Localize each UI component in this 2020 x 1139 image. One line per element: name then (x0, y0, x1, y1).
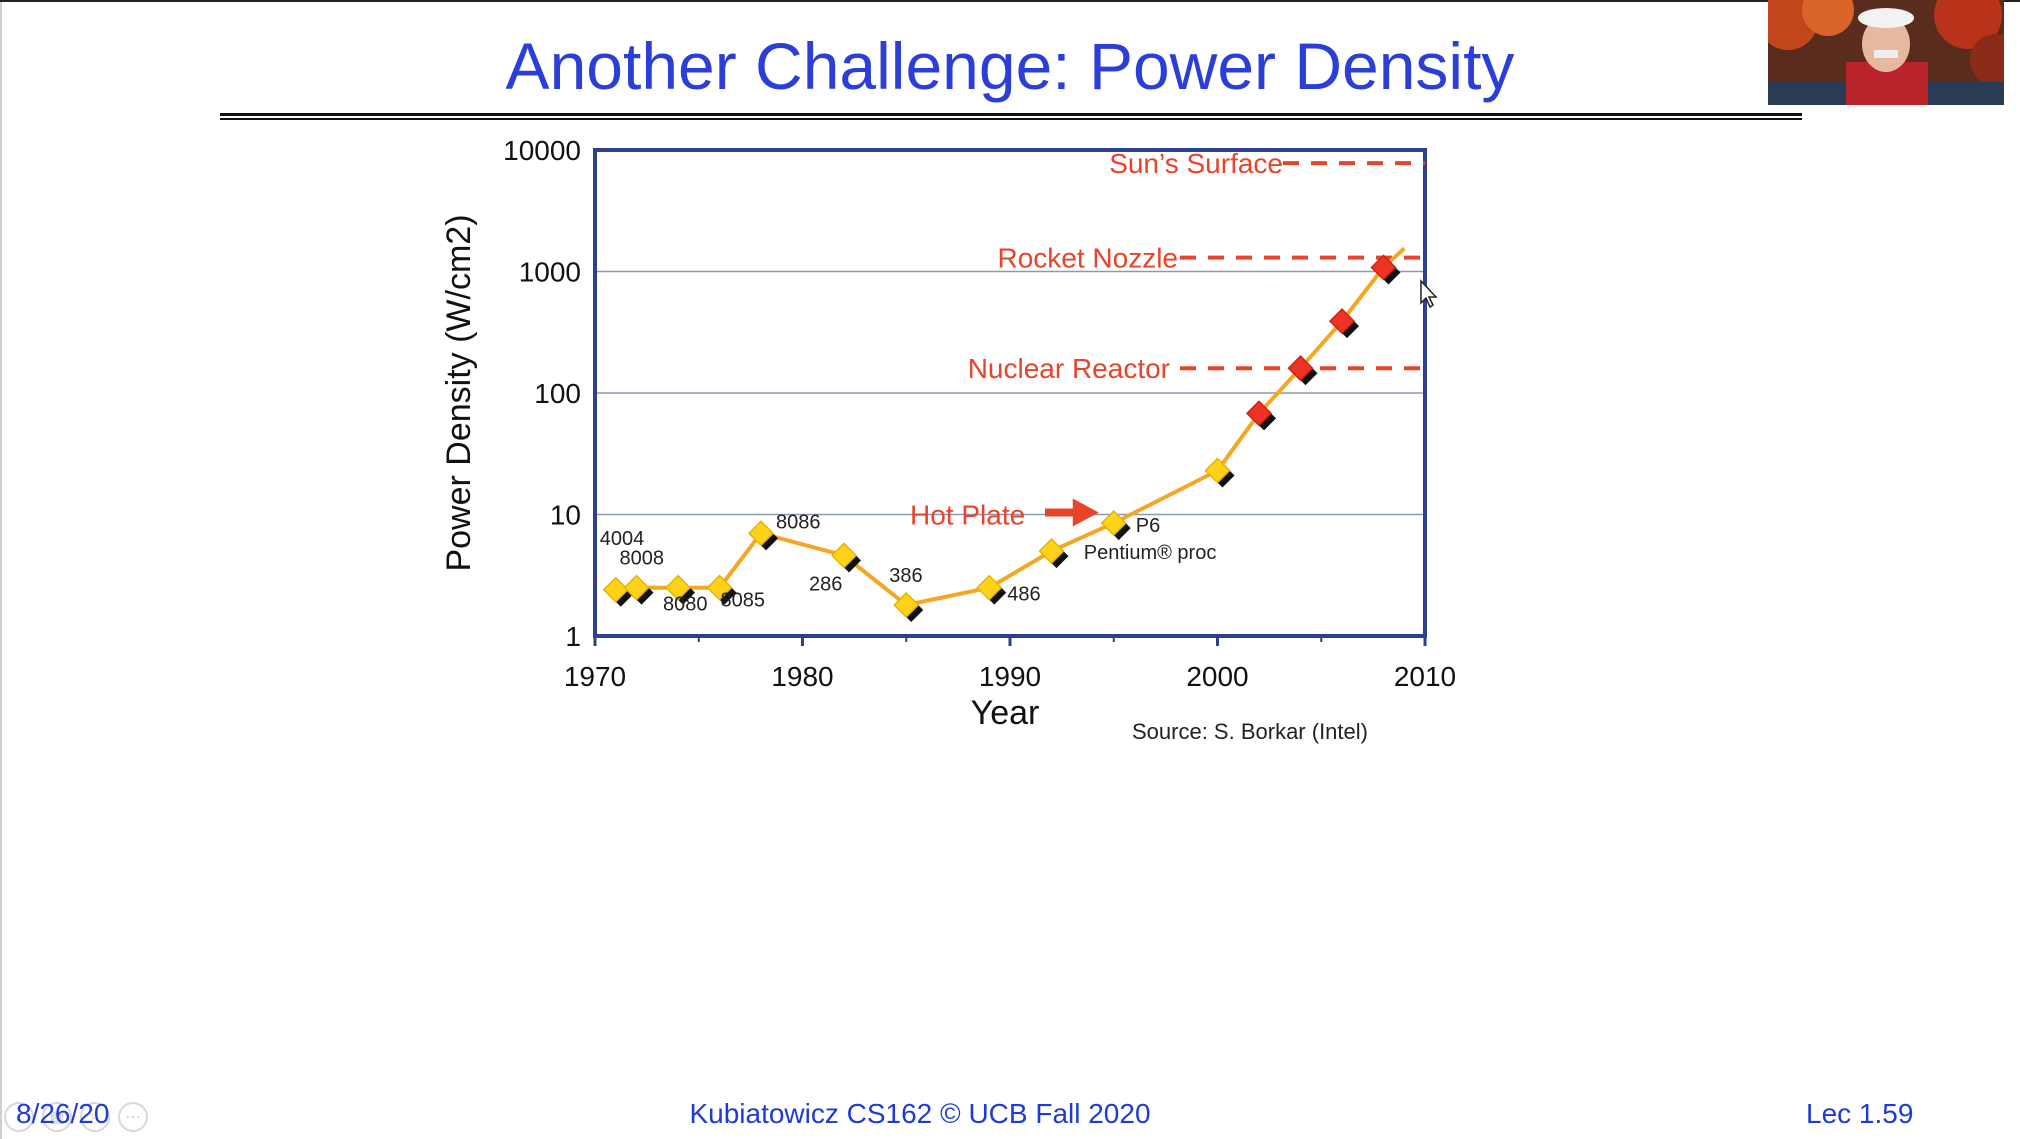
x-tick-label: 2010 (1394, 661, 1456, 692)
title-rule-thin (220, 118, 1802, 120)
data-point (602, 576, 629, 603)
x-tick-label: 2000 (1186, 661, 1248, 692)
more-options-icon[interactable]: ⋯ (118, 1102, 148, 1132)
y-tick-label: 10000 (503, 135, 581, 166)
data-point-label: 8086 (776, 511, 821, 533)
x-axis-label: Year (971, 694, 1040, 732)
data-point (1370, 254, 1397, 281)
data-point (747, 520, 775, 547)
data-point (623, 574, 650, 601)
data-point (830, 542, 858, 569)
window-left-edge (0, 0, 2, 1139)
x-tick-label: 1980 (771, 661, 833, 692)
reference-line-label: Sun’s Surface (1109, 148, 1283, 179)
hot-plate-annotation: Hot Plate (910, 498, 1099, 531)
x-tick-label: 1990 (979, 661, 1041, 692)
power-density-chart: 1 10 100 1000 10000 1970 1980 1990 2000 2010 Sun… (440, 135, 1456, 744)
x-tick-label: 1970 (564, 661, 626, 692)
footer-lecture-number: Lec 1.59 (1806, 1098, 1914, 1129)
data-point-label: 4004 (600, 528, 645, 550)
presentation-toolbar: ‹ ▦ ⌕ ⋯ (4, 1102, 148, 1132)
footer-course: Kubiatowicz CS162 © UCB Fall 2020 (689, 1098, 1151, 1129)
data-point-label: 8008 (620, 548, 665, 570)
chart-gridlines (595, 270, 1425, 516)
series-line (615, 246, 1406, 608)
presenter-webcam (1768, 0, 2004, 105)
data-point (1204, 457, 1231, 484)
data-point (1100, 510, 1127, 537)
data-point-label: 386 (889, 565, 922, 587)
data-point-label: 8085 (721, 590, 766, 612)
y-axis-label: Power Density (W/cm2) (440, 214, 478, 571)
reference-line-label: Rocket Nozzle (997, 243, 1178, 274)
title-rule (220, 113, 1802, 116)
reference-lines: Sun’s Surface Rocket Nozzle Nuclear Reacto… (968, 148, 1425, 384)
data-point-label: 286 (809, 573, 842, 595)
pentium-label: Pentium® proc (1084, 542, 1217, 564)
hot-plate-arrow-icon (1045, 498, 1099, 527)
mouse-cursor-icon (1420, 279, 1438, 309)
y-tick-label: 10 (550, 500, 581, 531)
prev-slide-icon[interactable]: ‹ (4, 1102, 34, 1132)
mouse-cursor-shape (1420, 279, 1438, 309)
y-tick-label: 1000 (519, 257, 581, 288)
data-point (706, 574, 733, 601)
data-point (664, 574, 692, 601)
zoom-icon[interactable]: ⌕ (80, 1102, 110, 1132)
data-point-label: 8080 (663, 594, 708, 616)
x-tick-labels: 1970 1980 1990 2000 2010 (564, 636, 1456, 692)
data-point (1287, 355, 1314, 382)
y-tick-label: 1 (565, 621, 581, 652)
data-point (1328, 308, 1356, 335)
chart-source: Source: S. Borkar (Intel) (1132, 719, 1368, 744)
data-point (1038, 538, 1065, 565)
data-point-label: P6 (1136, 515, 1160, 537)
data-point (893, 591, 920, 619)
data-point-label: 486 (1007, 584, 1040, 606)
presenter-video-icon (1768, 0, 2004, 105)
y-tick-label: 100 (534, 378, 581, 409)
hot-plate-label: Hot Plate (910, 500, 1025, 531)
slide-title: Another Challenge: Power Density (505, 29, 1515, 103)
data-point (1245, 400, 1273, 427)
y-tick-labels: 1 10 100 1000 10000 (503, 135, 581, 652)
reference-line-label: Nuclear Reactor (968, 353, 1170, 384)
data-series (602, 246, 1406, 622)
data-point (976, 574, 1003, 601)
window-top-edge (0, 0, 2020, 2)
slides-grid-icon[interactable]: ▦ (42, 1102, 72, 1132)
footer-date: 8/26/20 (16, 1098, 110, 1129)
